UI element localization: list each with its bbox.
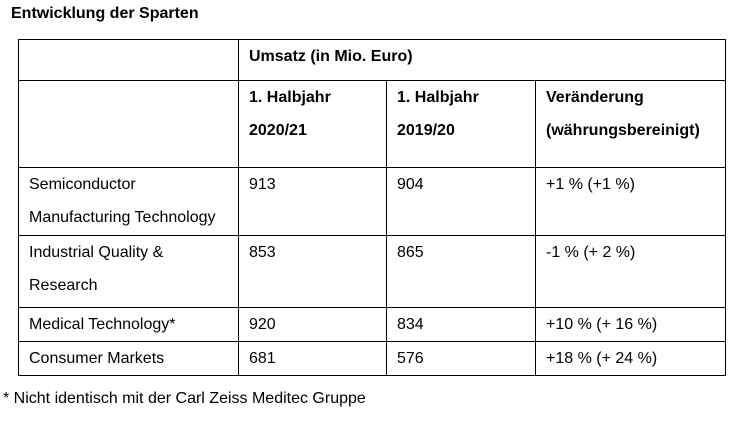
current-value-cell: 920 <box>238 307 387 342</box>
group-header-cell: Umsatz (in Mio. Euro) <box>237 39 727 81</box>
prior-value-cell: 834 <box>386 307 536 342</box>
group-header-row: Umsatz (in Mio. Euro) <box>18 39 727 81</box>
prior-value-cell: 865 <box>386 235 536 308</box>
table-row: Industrial Quality & Research 853 865 -1… <box>18 235 727 308</box>
footnote: * Nicht identisch mit der Carl Zeiss Med… <box>3 390 366 407</box>
prior-value-cell: 576 <box>386 341 536 376</box>
change-value-cell: +18 % (+ 24 %) <box>534 341 727 376</box>
prior-value-cell: 904 <box>386 167 536 236</box>
current-value-cell: 913 <box>238 167 387 236</box>
column-header-h1-2019-20: 1. Halbjahr 2019/20 <box>386 80 536 168</box>
division-name-cell: Industrial Quality & Research <box>18 235 239 308</box>
page-title: Entwicklung der Sparten <box>11 5 199 22</box>
empty-corner-cell <box>18 39 239 81</box>
division-name-cell: Consumer Markets <box>18 341 239 376</box>
change-value-cell: +1 % (+1 %) <box>534 167 727 236</box>
column-header-change: Veränderung (währungsbereinigt) <box>534 80 727 168</box>
table-row: Consumer Markets 681 576 +18 % (+ 24 %) <box>18 341 727 376</box>
change-value-cell: +10 % (+ 16 %) <box>534 307 727 342</box>
column-header-row: 1. Halbjahr 2020/21 1. Halbjahr 2019/20 … <box>18 80 727 168</box>
division-name-cell: Medical Technology* <box>18 307 239 342</box>
current-value-cell: 853 <box>238 235 387 308</box>
current-value-cell: 681 <box>238 341 387 376</box>
change-value-cell: -1 % (+ 2 %) <box>534 235 727 308</box>
column-header-h1-2020-21: 1. Halbjahr 2020/21 <box>238 80 387 168</box>
divisions-revenue-table: Umsatz (in Mio. Euro) 1. Halbjahr 2020/2… <box>18 39 727 376</box>
table-row: Medical Technology* 920 834 +10 % (+ 16 … <box>18 307 727 342</box>
division-name-cell: Semiconductor Manufacturing Technology <box>18 167 239 236</box>
row-header-empty-cell <box>18 80 239 168</box>
table-row: Semiconductor Manufacturing Technology 9… <box>18 167 727 236</box>
